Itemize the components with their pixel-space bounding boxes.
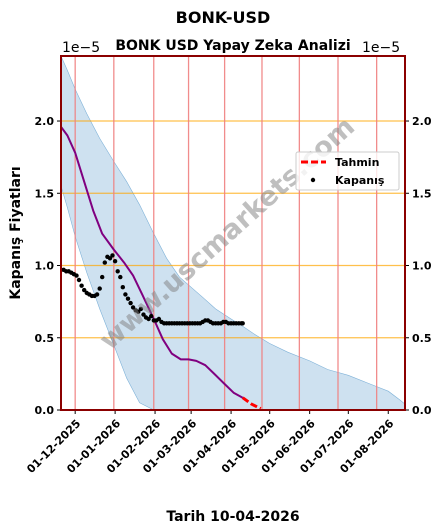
kapanis-point-22 [115,269,120,274]
y-tick-label-left-3: 1.5 [35,187,55,200]
confidence-band-layer [61,56,405,410]
y-tick-label-left-4: 2.0 [35,115,55,128]
y-offset-label-left: 1e−5 [62,40,100,56]
kapanis-point-21 [112,259,118,264]
y-tick-label-right-3: 1.5 [412,187,432,200]
kapanis-point-20 [110,253,115,258]
legend-tahmin-label: Tahmin [335,156,379,169]
series-layer [61,126,262,410]
y-tick-label-left-2: 1.0 [35,260,55,273]
kapanis-point-15 [97,286,102,291]
y-tick-label-right-2: 1.0 [412,260,432,273]
y-axis-label: Kapanış Fiyatları [8,166,24,299]
chart-title: BONK USD Yapay Zeka Analizi [115,38,350,54]
kapanis-point-8 [79,283,84,288]
kapanis-point-38 [156,316,162,322]
kapanis-point-17 [102,260,108,265]
kapanis-point-32 [141,312,146,317]
plot-frame [60,55,406,411]
kapanis-point-27 [128,300,133,306]
kapanis-point-30 [136,309,141,314]
kapanis-point-28 [130,305,136,310]
kapanis-point-71 [240,321,245,326]
legend: Tahmin Kapanış [295,151,400,191]
figure-title: BONK-USD [176,8,271,27]
confidence-band [61,56,405,410]
kapanis-point-14 [94,292,100,297]
x-axis-label: Tarih 10-04-2026 [166,509,299,525]
kapanis-point-24 [120,285,126,290]
kapanis-point-16 [100,274,105,280]
kapanis-point-6 [74,273,79,278]
y-offset-label-right: 1e−5 [362,40,400,56]
kapanis-point-34 [146,316,151,322]
y-tick-label-right-0: 0.0 [412,404,432,417]
kapanis-point-7 [76,277,82,283]
kapanis-point-25 [123,292,128,297]
y-tick-label-left-0: 0.0 [35,404,55,417]
kapanis-point-35 [149,313,154,319]
kapanis-point-9 [82,287,87,293]
tahmin-dashed-line [241,396,262,410]
kapanis-point-19 [107,256,113,261]
y-tick-label-right-4: 2.0 [412,115,432,128]
y-tick-label-right-1: 0.5 [412,332,432,345]
legend-kapanis-label: Kapanış [335,174,385,187]
kapanis-point-23 [118,274,123,280]
grid-layer [61,56,405,410]
kapanis-point-26 [125,296,131,301]
y-tick-label-left-1: 0.5 [35,332,55,345]
legend-kapanis-swatch [310,177,316,183]
kapanis-point-31 [138,306,144,312]
